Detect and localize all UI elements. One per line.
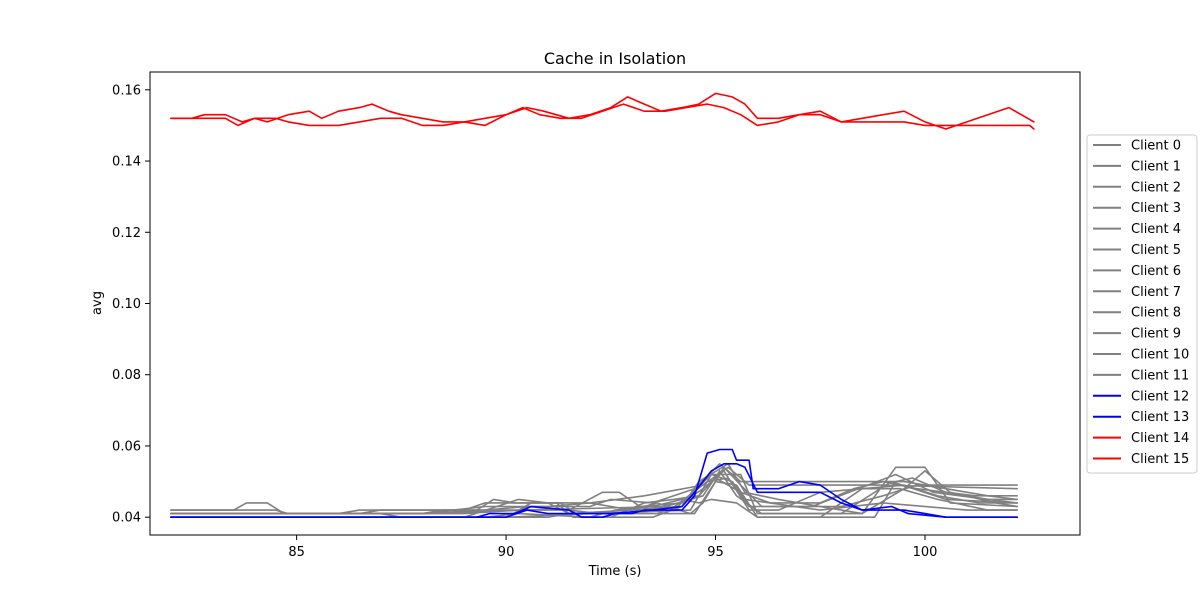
y-tick-label: 0.06 xyxy=(112,439,141,454)
y-tick-label: 0.16 xyxy=(112,83,141,98)
legend-label: Client 6 xyxy=(1131,264,1181,279)
series-line-client-5 xyxy=(170,462,1019,519)
legend-label: Client 3 xyxy=(1131,201,1181,216)
legend-label: Client 5 xyxy=(1131,243,1181,258)
x-tick-label: 100 xyxy=(913,545,938,560)
x-tick-label: 90 xyxy=(498,545,515,560)
legend-frame xyxy=(1086,134,1198,474)
legend-label: Client 15 xyxy=(1131,452,1189,467)
legend-label: Client 1 xyxy=(1131,159,1181,174)
series-line-client-12 xyxy=(170,448,1019,519)
x-axis-label: Time (s) xyxy=(588,564,642,579)
series-line-client-13 xyxy=(170,462,1019,519)
legend-label: Client 10 xyxy=(1131,348,1189,363)
legend-label: Client 9 xyxy=(1131,327,1181,342)
x-axis: 85 90 95 100 xyxy=(288,535,937,560)
series-group xyxy=(170,92,1035,519)
legend-label: Client 8 xyxy=(1131,306,1181,321)
y-tick-label: 0.10 xyxy=(112,297,141,312)
legend-label: Client 11 xyxy=(1131,368,1189,383)
y-axis-label: avg xyxy=(90,291,105,315)
chart-title: Cache in Isolation xyxy=(544,49,686,68)
legend-label: Client 12 xyxy=(1131,389,1189,404)
legend-label: Client 7 xyxy=(1131,285,1181,300)
y-tick-label: 0.04 xyxy=(112,511,141,526)
legend-label: Client 0 xyxy=(1131,139,1181,154)
legend-label: Client 14 xyxy=(1131,431,1189,446)
y-tick-label: 0.08 xyxy=(112,368,141,383)
series-line-client-14 xyxy=(170,103,1035,130)
legend-label: Client 2 xyxy=(1131,180,1181,195)
x-tick-label: 85 xyxy=(288,545,305,560)
series-line-client-11 xyxy=(170,477,1019,519)
legend-label: Client 4 xyxy=(1131,222,1181,237)
y-tick-label: 0.12 xyxy=(112,226,141,241)
x-tick-label: 95 xyxy=(707,545,724,560)
legend-label: Client 13 xyxy=(1131,410,1189,425)
y-axis: 0.04 0.06 0.08 0.10 0.12 0.14 0.16 xyxy=(112,83,150,526)
legend: Client 0 Client 1 Client 2 Client 3 Client 4… xyxy=(1086,134,1198,474)
series-line-client-15 xyxy=(170,92,1035,130)
y-tick-label: 0.14 xyxy=(112,155,141,170)
